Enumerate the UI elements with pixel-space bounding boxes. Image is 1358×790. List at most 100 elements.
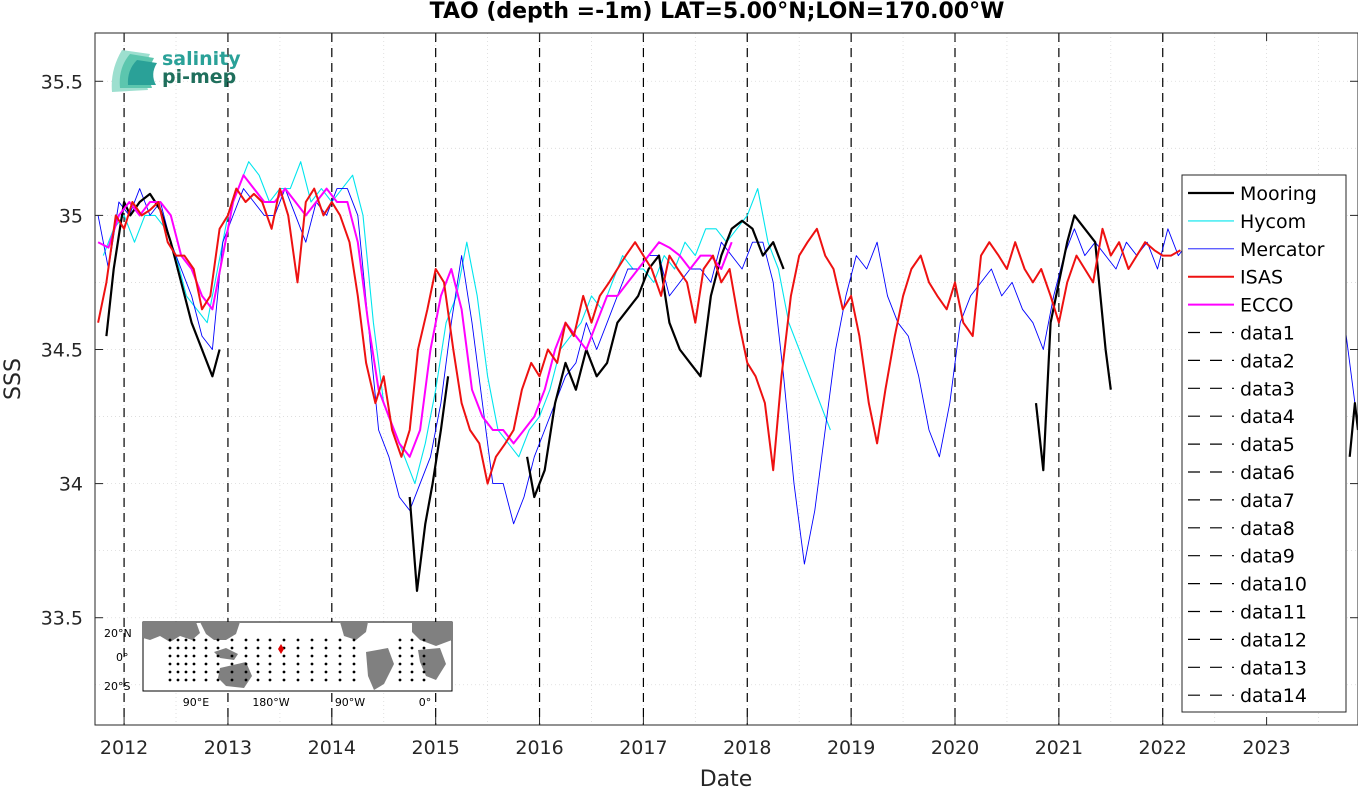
x-tick-label: 2019 bbox=[827, 737, 875, 759]
legend-label-mercator: Mercator bbox=[1240, 239, 1325, 261]
inset-mooring-dot bbox=[230, 654, 234, 658]
legend-label-data13: data13 bbox=[1240, 657, 1307, 679]
inset-mooring-dot bbox=[352, 646, 356, 650]
logo-salinity-text: salinity bbox=[162, 48, 241, 70]
inset-mooring-dot bbox=[204, 638, 208, 642]
inset-mooring-dot bbox=[310, 646, 314, 650]
salinity-pimep-logo: salinity pi-mep bbox=[111, 48, 241, 92]
series-isas-line bbox=[97, 187, 1181, 485]
legend-label-data3: data3 bbox=[1240, 378, 1295, 400]
inset-mooring-dot bbox=[168, 662, 172, 666]
inset-mooring-dot bbox=[398, 670, 402, 674]
x-tick-label: 2023 bbox=[1242, 737, 1290, 759]
legend-label-data6: data6 bbox=[1240, 462, 1295, 484]
inset-mooring-dot bbox=[268, 654, 272, 658]
inset-mooring-dot bbox=[296, 662, 300, 666]
inset-mooring-dot bbox=[244, 678, 248, 682]
y-tick-label: 35 bbox=[59, 205, 83, 227]
inset-mooring-dot bbox=[422, 654, 426, 658]
logo-pimep-text: pi-mep bbox=[162, 66, 236, 88]
inset-mooring-dot bbox=[310, 662, 314, 666]
wave-logo-icon bbox=[111, 50, 157, 92]
plot-frame bbox=[94, 32, 1358, 726]
series-ecco-line bbox=[97, 174, 733, 458]
inset-mooring-dot bbox=[256, 662, 260, 666]
inset-mooring-dot bbox=[422, 662, 426, 666]
y-tick-label: 35.5 bbox=[41, 71, 83, 93]
inset-mooring-dot bbox=[216, 662, 220, 666]
inset-mooring-dot bbox=[216, 670, 220, 674]
inset-mooring-dot bbox=[282, 654, 286, 658]
x-axis: 2012 2013 2014 2015 2016 2017 2018 2019 2020 2021… bbox=[100, 33, 1291, 759]
inset-mooring-dot bbox=[296, 670, 300, 674]
series-mooring-line bbox=[1034, 214, 1112, 472]
inset-mooring-dot bbox=[256, 678, 260, 682]
inset-mooring-dot bbox=[422, 646, 426, 650]
inset-mooring-dot bbox=[296, 646, 300, 650]
inset-mooring-dot bbox=[422, 678, 426, 682]
inset-land bbox=[143, 622, 452, 690]
legend-label-data9: data9 bbox=[1240, 546, 1295, 568]
inset-mooring-dot bbox=[410, 670, 414, 674]
inset-mooring-dot bbox=[352, 654, 356, 658]
inset-mooring-dot bbox=[256, 638, 260, 642]
inset-mooring-dot bbox=[216, 654, 220, 658]
inset-mooring-dot bbox=[176, 638, 180, 642]
series-mooring-line bbox=[526, 219, 785, 499]
legend-label-data4: data4 bbox=[1240, 406, 1295, 428]
inset-mooring-dot bbox=[192, 678, 196, 682]
inset-mooring-dot bbox=[184, 654, 188, 658]
legend-label-data2: data2 bbox=[1240, 350, 1295, 372]
legend-label-data5: data5 bbox=[1240, 434, 1295, 456]
inset-mooring-dot bbox=[352, 662, 356, 666]
inset-mooring-dot bbox=[184, 678, 188, 682]
inset-mooring-dot bbox=[310, 638, 314, 642]
inset-mooring-dot bbox=[338, 662, 342, 666]
legend-box bbox=[1181, 174, 1347, 713]
inset-lat-0: 0° bbox=[116, 651, 129, 664]
inset-mooring-dot bbox=[324, 638, 328, 642]
inset-mooring-dot bbox=[410, 646, 414, 650]
inset-mooring-dot bbox=[338, 670, 342, 674]
legend-label-data1: data1 bbox=[1240, 323, 1295, 345]
inset-mooring-dot bbox=[296, 638, 300, 642]
inset-mooring-dot bbox=[324, 678, 328, 682]
x-tick-label: 2021 bbox=[1035, 737, 1083, 759]
inset-mooring-dot bbox=[256, 654, 260, 658]
y-tick-label: 34.5 bbox=[41, 339, 83, 361]
inset-mooring-dot bbox=[268, 678, 272, 682]
inset-mooring-dot bbox=[324, 670, 328, 674]
inset-mooring-dot bbox=[244, 646, 248, 650]
inset-mooring-dot bbox=[204, 646, 208, 650]
inset-mooring-dot bbox=[176, 678, 180, 682]
inset-mooring-dot bbox=[352, 678, 356, 682]
inset-map: 20°N 0° 20°S 90°E 180°W 90°W 0° bbox=[104, 621, 453, 709]
inset-mooring-dot bbox=[352, 670, 356, 674]
inset-mooring-dot bbox=[324, 662, 328, 666]
series-hycom-line bbox=[102, 161, 831, 485]
inset-lon-180w: 180°W bbox=[252, 696, 289, 709]
series-mercator-line bbox=[97, 188, 1356, 565]
inset-mooring-dot bbox=[230, 638, 234, 642]
inset-mooring-dot bbox=[216, 638, 220, 642]
x-tick-label: 2016 bbox=[515, 737, 563, 759]
inset-mooring-dot bbox=[268, 670, 272, 674]
legend-label-data11: data11 bbox=[1240, 602, 1307, 624]
year-dashed-lines bbox=[123, 33, 1164, 725]
x-tick-label: 2018 bbox=[723, 737, 771, 759]
inset-mooring-dot bbox=[184, 670, 188, 674]
inset-mooring-dot bbox=[176, 654, 180, 658]
inset-mooring-dot bbox=[282, 662, 286, 666]
inset-mooring-dot bbox=[310, 678, 314, 682]
x-axis-label: Date bbox=[700, 767, 753, 790]
inset-lon-90e: 90°E bbox=[183, 696, 209, 709]
inset-mooring-dot bbox=[398, 662, 402, 666]
inset-mooring-dot bbox=[230, 670, 234, 674]
inset-mooring-dot bbox=[176, 670, 180, 674]
x-tick-label: 2013 bbox=[204, 737, 252, 759]
inset-mooring-dot bbox=[244, 662, 248, 666]
legend-label-data12: data12 bbox=[1240, 629, 1307, 651]
inset-mooring-dot bbox=[168, 638, 172, 642]
inset-mooring-dot bbox=[244, 638, 248, 642]
inset-mooring-dot bbox=[168, 678, 172, 682]
